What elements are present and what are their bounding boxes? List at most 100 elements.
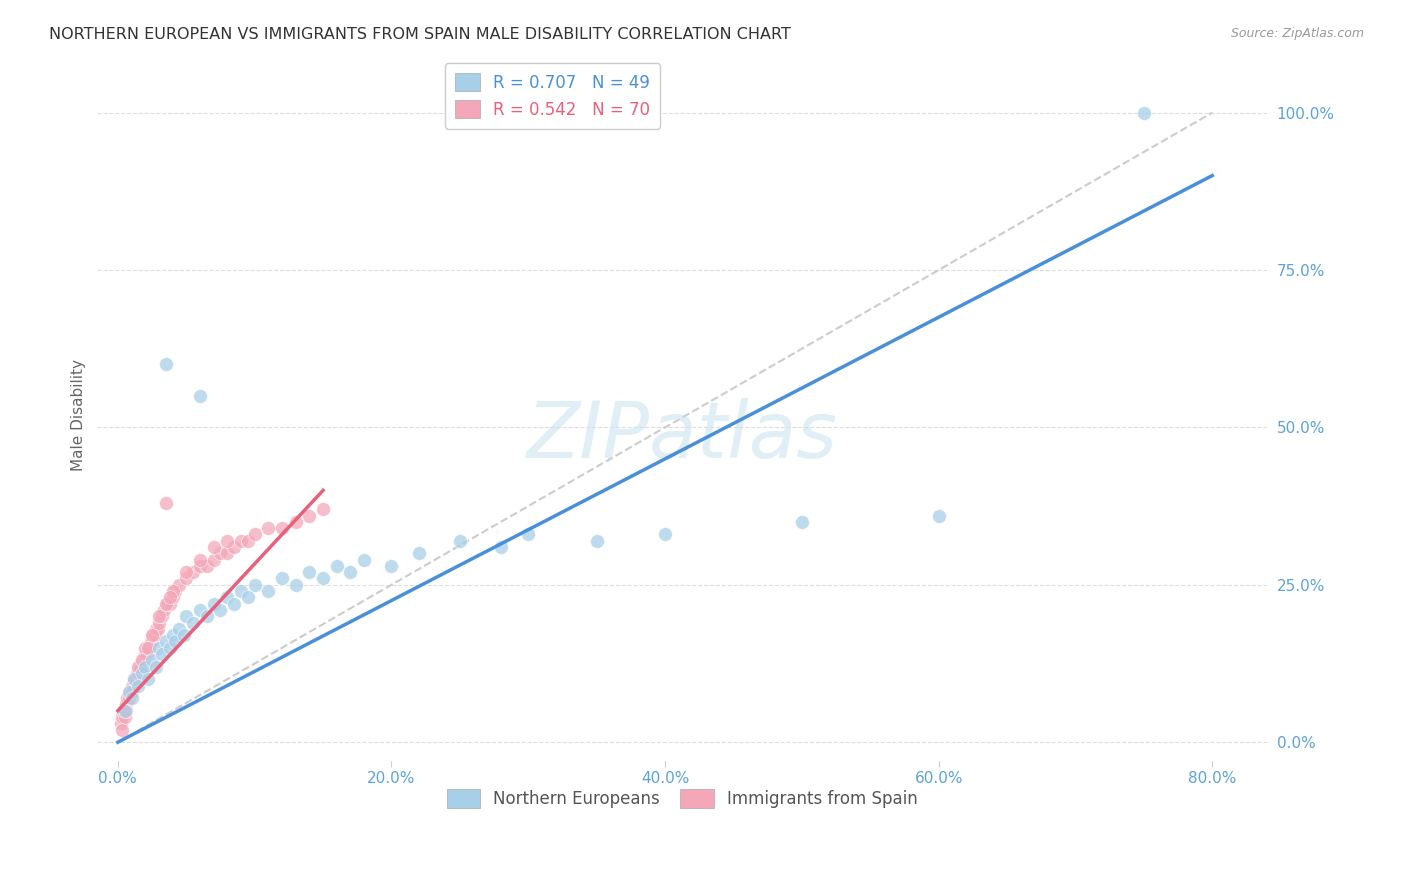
Point xyxy=(136,672,159,686)
Point xyxy=(135,647,157,661)
Point xyxy=(115,704,138,718)
Point xyxy=(136,640,159,655)
Point xyxy=(585,533,607,548)
Point xyxy=(114,704,136,718)
Point xyxy=(188,552,211,566)
Point xyxy=(174,565,197,579)
Point xyxy=(174,609,197,624)
Point xyxy=(121,679,143,693)
Point xyxy=(124,672,146,686)
Point xyxy=(141,634,163,648)
Point xyxy=(298,565,321,579)
Point xyxy=(162,584,184,599)
Point xyxy=(169,622,191,636)
Point xyxy=(224,540,246,554)
Point xyxy=(284,578,307,592)
Point xyxy=(209,603,232,617)
Point xyxy=(236,591,259,605)
Point xyxy=(155,358,177,372)
Point xyxy=(122,679,145,693)
Text: ZIPatlas: ZIPatlas xyxy=(527,398,838,474)
Point xyxy=(408,546,430,560)
Point xyxy=(155,597,177,611)
Point xyxy=(128,659,150,673)
Point xyxy=(146,622,169,636)
Point xyxy=(111,710,134,724)
Text: NORTHERN EUROPEAN VS IMMIGRANTS FROM SPAIN MALE DISABILITY CORRELATION CHART: NORTHERN EUROPEAN VS IMMIGRANTS FROM SPA… xyxy=(49,27,792,42)
Point xyxy=(654,527,676,541)
Point xyxy=(127,659,149,673)
Point xyxy=(125,665,148,680)
Point xyxy=(202,597,225,611)
Point xyxy=(110,716,132,731)
Point xyxy=(224,597,246,611)
Point xyxy=(298,508,321,523)
Point xyxy=(326,558,349,573)
Point xyxy=(209,546,232,560)
Point xyxy=(141,628,163,642)
Point xyxy=(114,710,136,724)
Point xyxy=(121,691,143,706)
Point xyxy=(150,609,173,624)
Point xyxy=(195,609,218,624)
Point xyxy=(169,578,191,592)
Point xyxy=(159,640,181,655)
Y-axis label: Male Disability: Male Disability xyxy=(72,359,86,471)
Point xyxy=(339,565,361,579)
Point xyxy=(115,698,138,712)
Point xyxy=(141,653,163,667)
Point xyxy=(129,659,152,673)
Point xyxy=(155,496,177,510)
Point xyxy=(174,572,197,586)
Point xyxy=(127,679,149,693)
Point xyxy=(153,603,176,617)
Point xyxy=(117,691,139,706)
Point xyxy=(489,540,512,554)
Point xyxy=(312,572,335,586)
Point xyxy=(271,572,294,586)
Point xyxy=(165,634,187,648)
Point xyxy=(449,533,471,548)
Point xyxy=(188,603,211,617)
Point xyxy=(124,672,146,686)
Point xyxy=(271,521,294,535)
Point xyxy=(1133,105,1156,120)
Point xyxy=(134,647,156,661)
Point xyxy=(243,578,266,592)
Point xyxy=(111,723,134,737)
Point xyxy=(118,685,141,699)
Point xyxy=(118,691,141,706)
Point xyxy=(229,584,252,599)
Point xyxy=(162,591,184,605)
Point xyxy=(132,653,155,667)
Point xyxy=(380,558,402,573)
Point xyxy=(114,704,136,718)
Text: Source: ZipAtlas.com: Source: ZipAtlas.com xyxy=(1230,27,1364,40)
Point xyxy=(162,628,184,642)
Point xyxy=(181,615,204,630)
Point xyxy=(790,515,813,529)
Point xyxy=(145,659,167,673)
Point xyxy=(143,628,166,642)
Point xyxy=(148,640,170,655)
Point xyxy=(202,540,225,554)
Point xyxy=(257,521,280,535)
Point xyxy=(127,665,149,680)
Point xyxy=(138,640,160,655)
Point xyxy=(156,597,179,611)
Point xyxy=(112,704,135,718)
Point xyxy=(195,558,218,573)
Point xyxy=(134,659,156,673)
Point xyxy=(284,515,307,529)
Point xyxy=(159,597,181,611)
Point xyxy=(142,628,165,642)
Point xyxy=(188,558,211,573)
Point xyxy=(181,565,204,579)
Point xyxy=(517,527,540,541)
Point xyxy=(928,508,950,523)
Point xyxy=(150,647,173,661)
Point xyxy=(188,389,211,403)
Point xyxy=(243,527,266,541)
Point xyxy=(145,622,167,636)
Point xyxy=(131,665,153,680)
